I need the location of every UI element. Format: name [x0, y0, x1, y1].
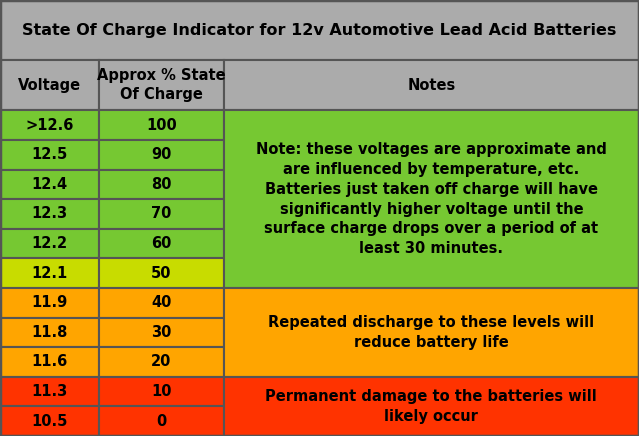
Text: 70: 70 — [151, 206, 171, 221]
Bar — [0, 347, 99, 377]
Text: 10.5: 10.5 — [31, 414, 68, 429]
Text: 80: 80 — [151, 177, 172, 192]
Text: 40: 40 — [151, 295, 171, 310]
Bar — [0, 199, 99, 229]
Text: 12.3: 12.3 — [31, 206, 68, 221]
Bar — [99, 259, 224, 288]
Bar — [0, 317, 99, 347]
Text: Voltage: Voltage — [18, 78, 81, 93]
Bar — [99, 170, 224, 199]
Bar — [224, 60, 639, 110]
Bar — [224, 110, 639, 288]
Text: 11.9: 11.9 — [31, 295, 68, 310]
Bar — [0, 229, 99, 259]
Bar — [0, 288, 99, 317]
Bar — [99, 199, 224, 229]
Bar — [0, 60, 99, 110]
Text: 12.5: 12.5 — [31, 147, 68, 162]
Text: 10: 10 — [151, 384, 172, 399]
Text: 50: 50 — [151, 266, 172, 281]
Text: Approx % State
Of Charge: Approx % State Of Charge — [97, 68, 226, 102]
Text: Permanent damage to the batteries will
likely occur: Permanent damage to the batteries will l… — [265, 389, 597, 424]
Text: Notes: Notes — [407, 78, 456, 93]
Bar — [99, 229, 224, 259]
Bar — [99, 140, 224, 170]
Bar — [99, 406, 224, 436]
Text: 11.8: 11.8 — [31, 325, 68, 340]
Text: 60: 60 — [151, 236, 171, 251]
Text: 12.2: 12.2 — [31, 236, 68, 251]
Text: Note: these voltages are approximate and
are influenced by temperature, etc.
Bat: Note: these voltages are approximate and… — [256, 142, 607, 256]
Text: 12.1: 12.1 — [31, 266, 68, 281]
Text: 100: 100 — [146, 118, 177, 133]
Text: Repeated discharge to these levels will
reduce battery life: Repeated discharge to these levels will … — [268, 315, 594, 350]
Bar — [0, 140, 99, 170]
Text: >12.6: >12.6 — [26, 118, 73, 133]
Bar — [0, 0, 639, 60]
Bar — [0, 406, 99, 436]
Text: 0: 0 — [156, 414, 167, 429]
Bar — [99, 60, 224, 110]
Bar — [99, 110, 224, 140]
Bar — [0, 110, 99, 140]
Bar — [0, 170, 99, 199]
Bar — [99, 288, 224, 317]
Text: 12.4: 12.4 — [31, 177, 68, 192]
Text: State Of Charge Indicator for 12v Automotive Lead Acid Batteries: State Of Charge Indicator for 12v Automo… — [22, 23, 617, 37]
Text: 30: 30 — [151, 325, 171, 340]
Text: 11.6: 11.6 — [31, 354, 68, 369]
Text: 20: 20 — [151, 354, 171, 369]
Bar — [0, 259, 99, 288]
Bar — [224, 288, 639, 377]
Bar — [224, 377, 639, 436]
Text: 11.3: 11.3 — [31, 384, 68, 399]
Bar — [99, 317, 224, 347]
Bar — [99, 377, 224, 406]
Bar — [0, 377, 99, 406]
Text: 90: 90 — [151, 147, 171, 162]
Bar — [99, 347, 224, 377]
